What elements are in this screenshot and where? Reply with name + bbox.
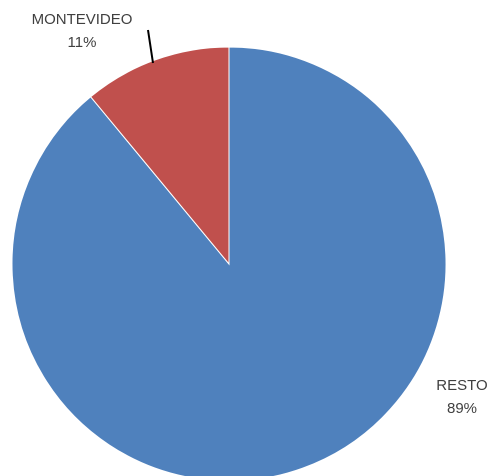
slice-value-label: 89% [447,400,477,417]
pie-slice [89,46,230,266]
slice-value-label: 11% [68,34,97,51]
slice-label: RESTO [436,377,487,394]
slice-label: MONTEVIDEO [32,11,133,28]
leader-line [147,29,154,64]
